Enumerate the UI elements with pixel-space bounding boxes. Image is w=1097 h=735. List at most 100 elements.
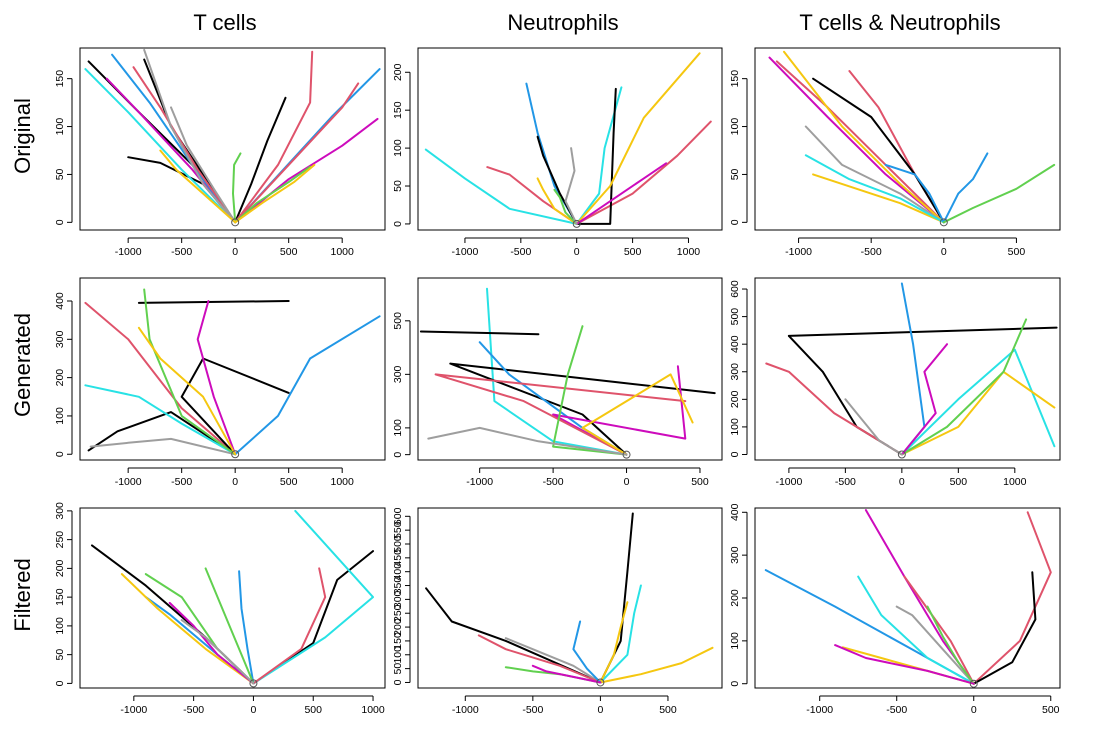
y-tick-label: 500 xyxy=(392,535,404,553)
y-tick-label: 100 xyxy=(392,419,404,437)
track-line-red xyxy=(434,373,687,456)
y-tick-label: 300 xyxy=(392,590,404,608)
y-tick-label: 600 xyxy=(392,507,404,525)
origin-marker xyxy=(969,679,978,688)
origin-marker xyxy=(897,450,906,459)
track-line-blue xyxy=(884,163,945,224)
track-line-black xyxy=(180,357,290,456)
y-tick-label: 550 xyxy=(392,521,404,539)
y-tick-label: 100 xyxy=(54,617,66,635)
track-line-magenta xyxy=(768,56,945,224)
y-tick-label: 400 xyxy=(729,335,741,353)
track-line-black xyxy=(143,58,237,224)
track-line-gray xyxy=(427,426,628,456)
origin-marker xyxy=(939,218,948,227)
tracks-group xyxy=(419,287,716,456)
track-line-red xyxy=(132,66,237,224)
track-line-gray xyxy=(504,637,602,684)
y-tick-label: 200 xyxy=(54,369,66,387)
x-tick-label: -1000 xyxy=(452,704,479,716)
panel-original-neutrophils: -1000 -500 0 500 1000 0 50 100 150 200 xyxy=(392,47,723,258)
y-tick-label: 0 xyxy=(392,452,404,458)
y-tick-label: 300 xyxy=(54,330,66,348)
x-tick-label: -500 xyxy=(510,246,531,258)
plot-frame xyxy=(79,277,386,461)
tracks-group xyxy=(84,288,381,456)
y-tick-label: 500 xyxy=(729,308,741,326)
x-tick-label: 0 xyxy=(574,246,580,258)
x-tick-label: -500 xyxy=(543,476,564,488)
y-tick-label: 100 xyxy=(729,632,741,650)
x-tick-label: 1000 xyxy=(361,704,385,716)
track-line-yellow xyxy=(120,573,255,685)
panel-generated-neutrophils: -1000 -500 0 500 0 100 300 500 xyxy=(392,277,723,488)
panel-original-t-cells: -1000 -500 0 500 1000 0 50 100 150 xyxy=(54,47,386,258)
panel-filtered-neutrophils: -1000 -500 0 500 0 50100150200250300350400450… xyxy=(392,507,723,716)
y-tick-label: 350 xyxy=(392,577,404,595)
tracks-group xyxy=(764,509,1052,685)
y-tick-label: 600 xyxy=(729,280,741,298)
track-line-green xyxy=(234,165,312,224)
plot-frame xyxy=(417,277,723,461)
panel-generated-t-cells-neutrophils: -1000 -500 0 500 1000 0 100 200 300 400 500 600 xyxy=(729,277,1061,488)
track-line-black xyxy=(87,60,237,224)
row-title-generated: Generated xyxy=(10,313,35,417)
track-line-green xyxy=(232,152,242,224)
track-line-blue xyxy=(234,315,381,456)
y-tick-label: 400 xyxy=(54,292,66,310)
x-tick-label: -500 xyxy=(886,704,907,716)
tracks-group xyxy=(84,48,381,224)
track-line-green xyxy=(204,567,255,685)
track-line-yellow xyxy=(783,50,945,224)
track-line-blue xyxy=(478,341,628,456)
x-tick-label: -500 xyxy=(171,476,192,488)
y-tick-label: 150 xyxy=(54,70,66,88)
y-tick-label: 200 xyxy=(392,618,404,636)
track-line-red xyxy=(775,60,945,224)
plot-frame xyxy=(417,47,723,231)
y-tick-label: 300 xyxy=(729,546,741,564)
track-line-black xyxy=(575,87,617,225)
track-line-cyan xyxy=(857,575,975,685)
x-tick-label: 1000 xyxy=(331,476,355,488)
x-tick-label: 1000 xyxy=(677,246,701,258)
y-tick-label: 250 xyxy=(392,604,404,622)
x-tick-label: 0 xyxy=(899,476,905,488)
row-title-original: Original xyxy=(10,98,35,174)
track-line-gray xyxy=(143,48,237,224)
column-title-t-cells: T cells xyxy=(193,10,256,35)
x-tick-label: -500 xyxy=(861,246,882,258)
x-tick-label: -500 xyxy=(835,476,856,488)
panel-filtered-t-cells: -1000 -500 0 500 1000 0 50 100 150 200 250 300 xyxy=(54,502,386,716)
track-line-yellow xyxy=(599,646,714,684)
x-tick-label: -1000 xyxy=(806,704,833,716)
track-line-cyan xyxy=(84,384,237,456)
y-tick-label: 50 xyxy=(54,168,66,180)
track-line-gray xyxy=(180,619,255,685)
origin-marker xyxy=(231,218,240,227)
x-tick-label: 500 xyxy=(624,246,642,258)
track-line-blue xyxy=(238,570,255,685)
x-tick-label: -1000 xyxy=(452,246,479,258)
x-tick-label: 0 xyxy=(251,704,257,716)
y-tick-label: 300 xyxy=(729,363,741,381)
y-tick-label: 400 xyxy=(729,503,741,521)
track-line-black xyxy=(787,334,903,456)
track-line-gray xyxy=(89,437,237,456)
track-line-black xyxy=(812,77,945,224)
x-tick-label: 0 xyxy=(971,704,977,716)
tracks-group xyxy=(425,512,714,684)
origin-marker xyxy=(622,450,631,459)
x-tick-label: 500 xyxy=(304,704,322,716)
x-tick-label: -1000 xyxy=(120,704,147,716)
tracks-group xyxy=(91,509,374,685)
track-line-black xyxy=(234,96,287,224)
plot-frame xyxy=(79,507,386,689)
plot-frame xyxy=(754,277,1061,461)
y-tick-label: 400 xyxy=(392,563,404,581)
x-tick-label: 0 xyxy=(232,246,238,258)
y-tick-label: 500 xyxy=(392,312,404,330)
track-line-cyan xyxy=(252,509,374,685)
x-tick-label: -500 xyxy=(171,246,192,258)
